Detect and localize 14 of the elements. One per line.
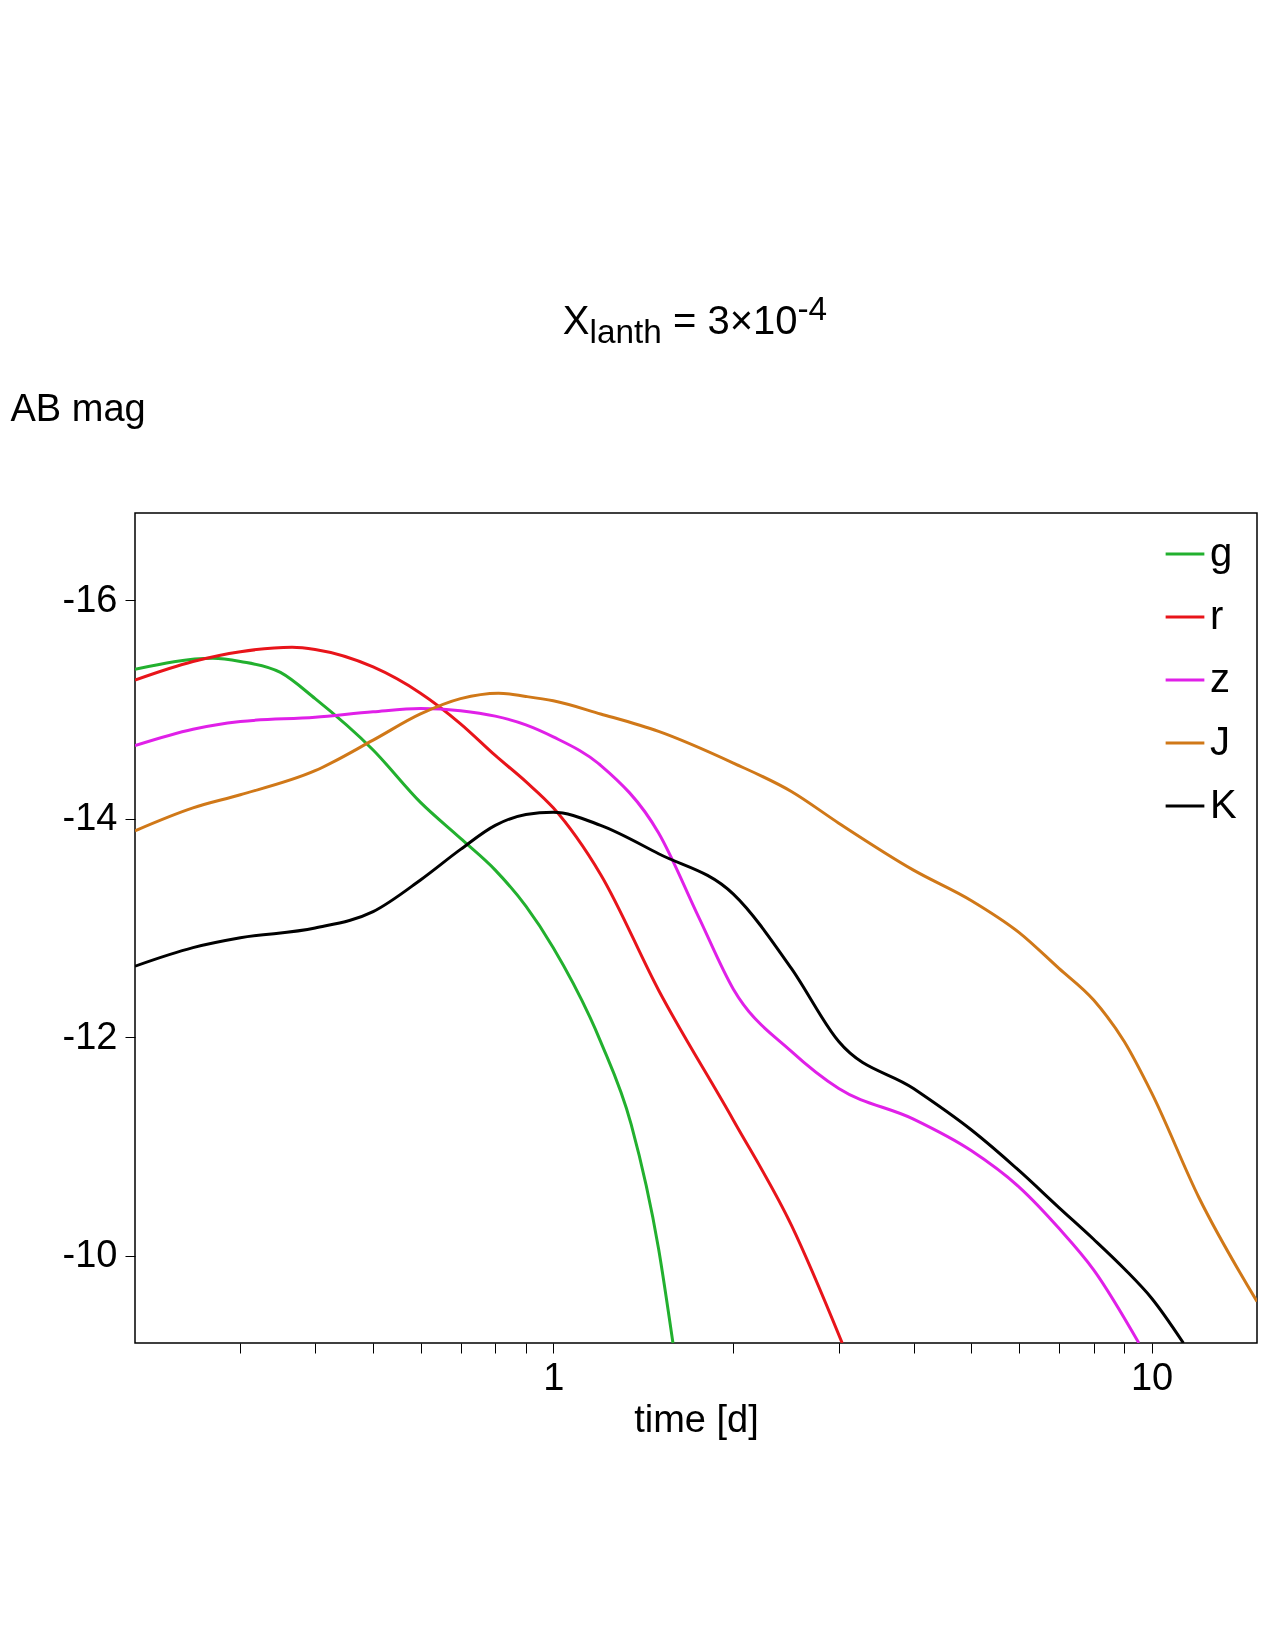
legend-label: J — [1210, 719, 1230, 763]
y-tick-label: -10 — [62, 1233, 118, 1276]
y-tick-label: -12 — [62, 1014, 118, 1057]
legend-label: K — [1210, 782, 1237, 826]
chart-title: X$_{lanth}$ = 3×10$^{-4}$ — [561, 290, 829, 352]
y-axis-title: AB mag — [10, 386, 146, 429]
x-tick-label: 1 — [543, 1355, 565, 1398]
x-tick-label: 10 — [1130, 1355, 1174, 1398]
legend-label: g — [1210, 530, 1233, 574]
y-tick-label: -16 — [62, 577, 118, 620]
y-tick-label: -14 — [62, 796, 118, 839]
x-axis-title: time [d] — [634, 1397, 759, 1440]
legend-label: z — [1210, 656, 1230, 700]
legend-label: r — [1210, 593, 1224, 637]
